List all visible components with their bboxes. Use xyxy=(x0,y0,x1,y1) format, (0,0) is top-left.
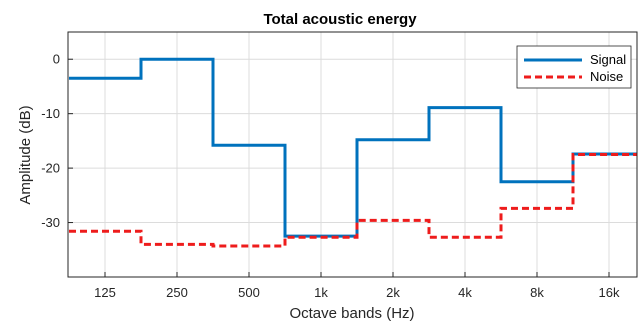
plot-frame xyxy=(67,31,638,278)
x-tick-label: 4k xyxy=(458,285,472,300)
x-tick-label: 2k xyxy=(386,285,400,300)
series-line-signal xyxy=(69,57,637,238)
legend-label-noise: Noise xyxy=(590,69,623,84)
series-line-noise xyxy=(69,153,637,248)
x-tick-label: 250 xyxy=(166,285,188,300)
y-axis-label: Amplitude (dB) xyxy=(17,105,34,204)
y-tick-label: -10 xyxy=(41,106,60,121)
y-tick-label: -20 xyxy=(41,161,60,176)
x-tick-label: 16k xyxy=(599,285,620,300)
legend-box xyxy=(516,45,632,89)
x-tick-label: 500 xyxy=(238,285,260,300)
x-axis-label: Octave bands (Hz) xyxy=(289,305,414,322)
x-axis: 125 250 500 1k 2k 4k 8k 16k xyxy=(94,272,620,300)
x-tick-label: 8k xyxy=(530,285,544,300)
y-tick-label: -30 xyxy=(41,215,60,230)
y-tick-label: 0 xyxy=(53,52,60,67)
x-tick-label: 125 xyxy=(94,285,116,300)
chart-title: Total acoustic energy xyxy=(263,11,417,28)
x-tick-label: 1k xyxy=(314,285,328,300)
series-group xyxy=(69,57,637,248)
legend: Signal Noise xyxy=(516,45,632,89)
y-axis: 0 -10 -20 -30 xyxy=(41,52,73,230)
legend-label-signal: Signal xyxy=(590,52,626,67)
